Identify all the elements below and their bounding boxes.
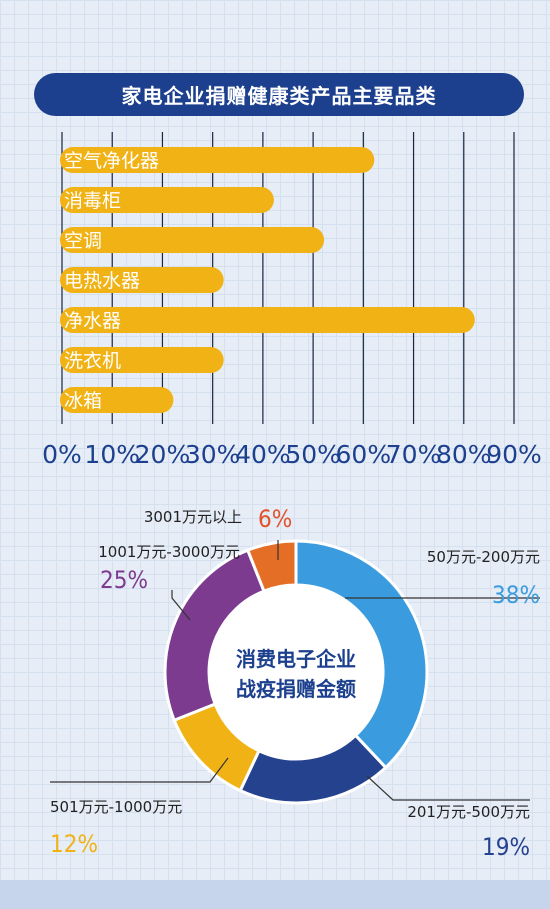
slice-label: 3001万元以上: [144, 508, 242, 526]
x-tick-label: 60%: [336, 440, 392, 469]
slice-label: 501万元-1000万元: [50, 798, 182, 816]
bar: [60, 267, 224, 293]
bar-category-label: 电热水器: [64, 270, 140, 292]
leader-line: [171, 590, 191, 621]
slice-percent: 19%: [482, 833, 530, 861]
x-tick-label: 0%: [42, 440, 82, 469]
leader-line: [366, 775, 530, 801]
bar-category-label: 空调: [64, 230, 102, 252]
bar-chart-title: 家电企业捐赠健康类产品主要品类: [34, 73, 524, 116]
slice-label: 1001万元-3000万元: [98, 543, 240, 561]
bar: [60, 347, 224, 373]
leader-line: [50, 757, 229, 783]
slice-percent: 12%: [50, 830, 98, 858]
bar-category-label: 净水器: [64, 310, 121, 332]
donut-hole: [210, 586, 382, 758]
bottom-strip: [0, 880, 550, 909]
x-tick-label: 80%: [436, 440, 492, 469]
bar: [60, 187, 274, 213]
slice-percent: 38%: [492, 581, 540, 609]
bar: [60, 227, 325, 253]
slice-label: 50万元-200万元: [427, 548, 540, 566]
bar: [60, 147, 375, 173]
bar: [60, 387, 174, 413]
x-tick-label: 40%: [235, 440, 291, 469]
bar: [60, 307, 475, 333]
slice-percent: 6%: [258, 505, 292, 533]
donut-center-label: 消费电子企业: [236, 647, 356, 671]
x-tick-label: 90%: [486, 440, 542, 469]
bar-category-label: 消毒柜: [64, 190, 121, 212]
x-tick-label: 10%: [84, 440, 140, 469]
x-tick-label: 50%: [285, 440, 341, 469]
slice-label: 201万元-500万元: [407, 803, 530, 821]
x-tick-label: 30%: [185, 440, 241, 469]
donut-slice: [245, 539, 298, 594]
bar-category-label: 空气净化器: [64, 150, 159, 172]
slice-percent: 25%: [100, 566, 148, 594]
x-tick-label: 70%: [386, 440, 442, 469]
bar-category-label: 洗衣机: [64, 350, 121, 372]
x-tick-label: 20%: [135, 440, 191, 469]
donut-center-label: 战疫捐赠金额: [236, 677, 356, 701]
bar-category-label: 冰箱: [64, 390, 102, 412]
